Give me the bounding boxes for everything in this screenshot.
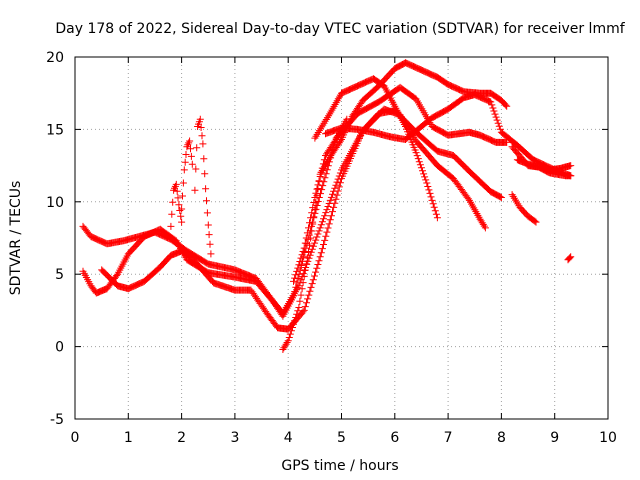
y-tick-label: 10: [46, 195, 64, 211]
y-tick-label: 0: [55, 340, 64, 356]
series-track: [79, 83, 511, 320]
x-tick-label: 3: [230, 430, 239, 446]
series-markers: [290, 115, 351, 285]
series-track: [290, 115, 351, 285]
x-tick-label: 4: [284, 430, 293, 446]
series-track: [178, 137, 196, 213]
series-track: [191, 115, 215, 258]
x-tick-label: 9: [550, 430, 559, 446]
series-track: [311, 75, 441, 222]
series-markers: [564, 253, 575, 264]
x-tick-label: 10: [599, 430, 617, 446]
axis-ticks: 0 1 2 3 4 5 6 7 8 9 10 -5 0 5 10 15 20: [46, 50, 617, 446]
series-markers: [311, 75, 441, 222]
data-marks: [79, 59, 575, 353]
y-axis-label: SDTVAR / TECUs: [8, 181, 24, 296]
y-tick-label: 5: [55, 267, 64, 283]
series-markers: [98, 107, 505, 333]
x-tick-label: 0: [71, 430, 80, 446]
x-tick-label: 8: [497, 430, 506, 446]
series-markers: [508, 143, 575, 180]
y-tick-label: -5: [50, 412, 64, 428]
x-tick-label: 2: [177, 430, 186, 446]
series-track: [322, 91, 575, 180]
series-markers: [508, 191, 540, 226]
series-markers: [79, 83, 511, 320]
series-markers: [167, 180, 186, 230]
y-tick-label: 15: [46, 122, 64, 138]
series-track: [508, 143, 575, 180]
series-track: [508, 191, 540, 226]
x-tick-label: 5: [337, 430, 346, 446]
series-markers: [178, 137, 196, 213]
y-tick-label: 20: [46, 50, 64, 66]
series-track: [167, 180, 186, 230]
x-axis-label: GPS time / hours: [281, 458, 398, 474]
series-markers: [191, 115, 215, 258]
series-track: [98, 107, 505, 333]
series-markers: [322, 91, 575, 180]
series-track: [564, 253, 575, 264]
grid-lines: [75, 57, 608, 419]
chart-title: Day 178 of 2022, Sidereal Day-to-day VTE…: [55, 21, 625, 37]
x-tick-label: 7: [444, 430, 453, 446]
x-tick-label: 1: [124, 430, 133, 446]
x-tick-label: 6: [390, 430, 399, 446]
